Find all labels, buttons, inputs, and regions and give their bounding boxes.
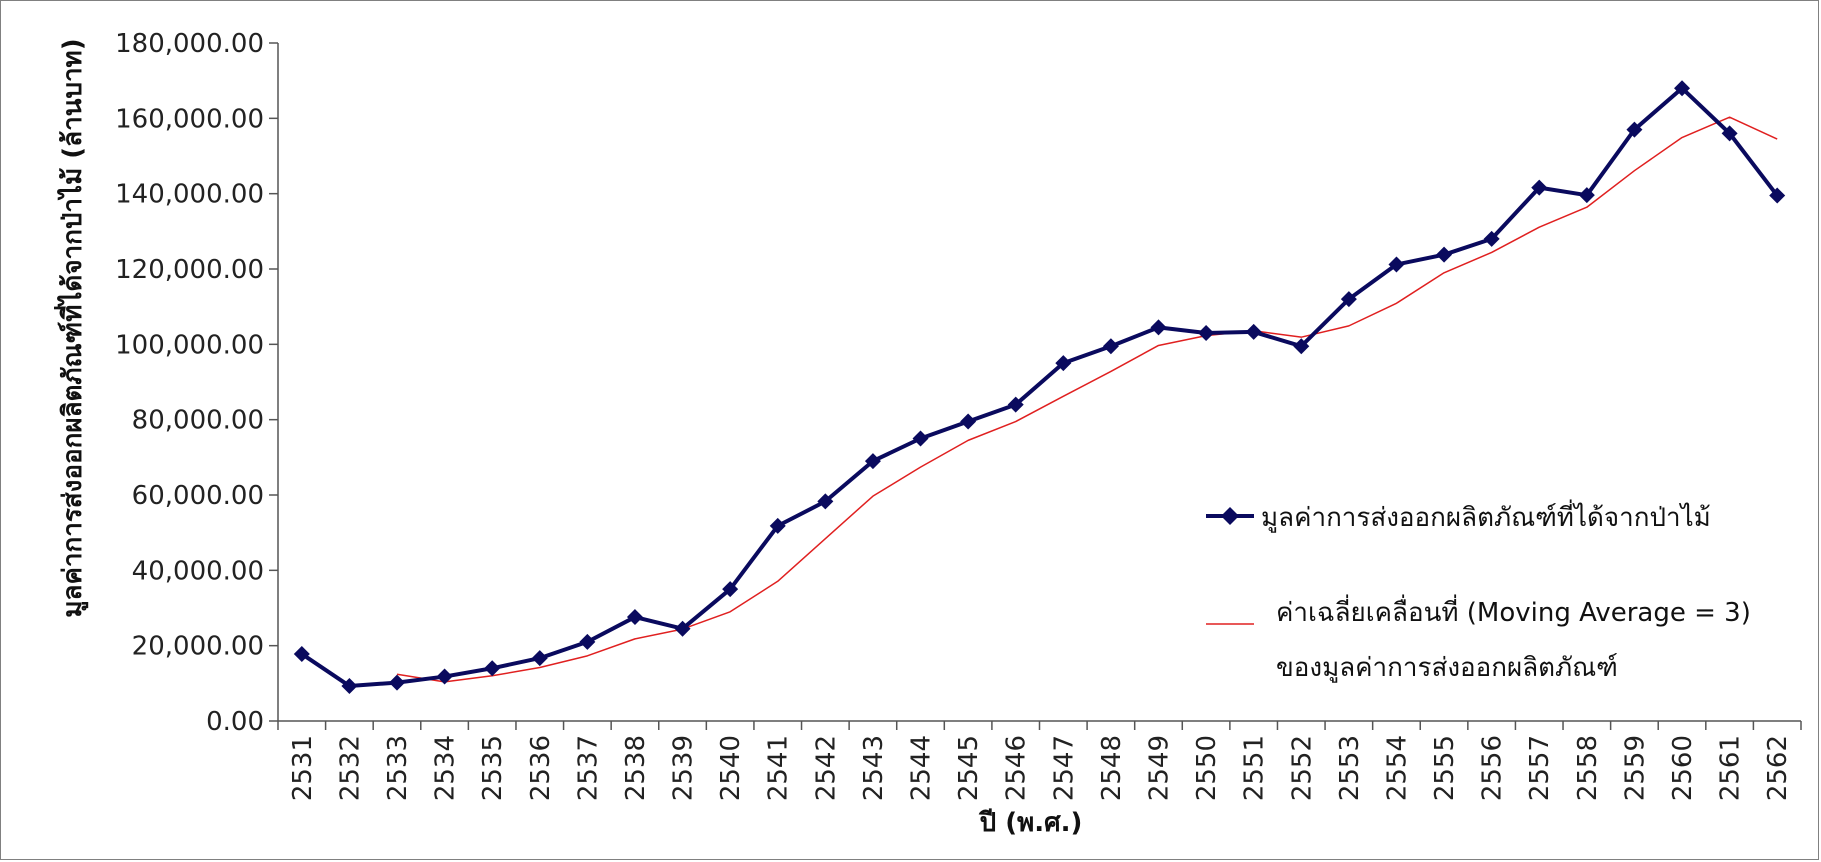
x-tick-label: 2547 [1049,735,1079,801]
y-tick-label: 120,000.00 [115,255,264,285]
y-tick-label: 140,000.00 [115,180,264,210]
x-tick-label: 2532 [335,735,365,801]
x-tick-label: 2549 [1144,735,1174,801]
series-line-export-value [302,88,1777,686]
x-tick-label: 2561 [1716,735,1746,801]
x-tick-label: 2544 [907,735,937,801]
data-point-marker [1198,325,1214,341]
x-tick-label: 2536 [526,735,556,801]
x-tick-label: 2537 [573,735,603,801]
x-tick-label: 2541 [764,735,794,801]
y-tick-label: 0.00 [206,707,264,737]
data-point-marker [960,414,976,430]
x-tick-label: 2543 [859,735,889,801]
y-tick-label: 20,000.00 [132,632,264,662]
x-tick-label: 2562 [1763,735,1793,801]
y-tick-label: 160,000.00 [115,104,264,134]
x-tick-label: 2560 [1668,735,1698,801]
x-tick-label: 2559 [1620,735,1650,801]
x-tick-label: 2533 [383,735,413,801]
data-point-marker [1150,319,1166,335]
data-point-marker [913,431,929,447]
x-tick-label: 2551 [1240,735,1270,801]
data-point-marker [1246,324,1262,340]
y-tick-label: 180,000.00 [115,29,264,59]
x-tick-label: 2553 [1335,735,1365,801]
data-point-marker [389,675,405,691]
x-tick-label: 2542 [811,735,841,801]
x-tick-label: 2548 [1097,735,1127,801]
y-axis: 0.00 20,000.00 40,000.00 60,000.00 80,000.00… [115,29,278,737]
legend-label-moving-average-line2: ของมูลค่าการส่งออกผลิตภัณฑ์ [1276,653,1618,683]
x-tick-label: 2555 [1430,735,1460,801]
x-tick-label: 2535 [478,735,508,801]
data-point-marker [437,669,453,685]
x-tick-label: 2552 [1287,735,1317,801]
x-tick-label: 2531 [288,735,318,801]
x-tick-label: 2546 [1002,735,1032,801]
x-tick-label: 2539 [669,735,699,801]
data-point-marker [1436,247,1452,263]
x-tick-label: 2534 [431,735,461,801]
x-axis: 2531 2532 2533 2534 2535 2536 2537 2538 2539 2540… [278,721,1801,801]
legend-label-moving-average-line1: ค่าเฉลี่ยเคลื่อนที่ (Moving Average = 3) [1276,594,1751,628]
x-tick-label: 2538 [621,735,651,801]
legend-label-export: มูลค่าการส่งออกผลิตภัณฑ์ที่ได้จากป่าไม้ [1261,499,1711,533]
y-tick-label: 60,000.00 [132,481,264,511]
x-tick-label: 2554 [1382,735,1412,801]
x-tick-label: 2558 [1573,735,1603,801]
data-point-marker [627,609,643,625]
data-point-marker [484,660,500,676]
x-tick-label: 2557 [1525,735,1555,801]
data-point-marker [532,650,548,666]
legend: มูลค่าการส่งออกผลิตภัณฑ์ที่ได้จากป่าไม้ … [1206,499,1751,683]
legend-diamond-marker [1221,507,1239,525]
y-tick-label: 100,000.00 [115,330,264,360]
y-axis-title: มูลค่าการส่งออกผลิตภัณฑ์ที่ได้จากป่าไม้ … [53,38,89,617]
x-tick-label: 2540 [716,735,746,801]
x-tick-label: 2556 [1478,735,1508,801]
y-tick-label: 80,000.00 [132,406,264,436]
x-axis-title: ปี (พ.ศ.) [979,808,1083,838]
data-point-marker [1103,338,1119,354]
x-tick-label: 2545 [954,735,984,801]
data-point-marker [579,634,595,650]
x-tick-label: 2550 [1192,735,1222,801]
y-tick-label: 40,000.00 [132,556,264,586]
